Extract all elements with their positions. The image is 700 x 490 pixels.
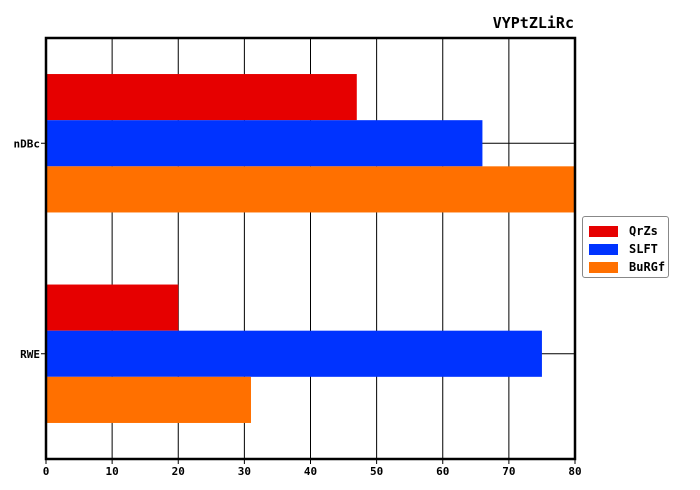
bar-RWE-BuRGf: [46, 376, 251, 423]
bar-RWE-SLFT: [46, 330, 542, 377]
x-tick-label: 40: [304, 465, 317, 478]
bar-RWE-QrZs: [46, 284, 179, 331]
legend-label: SLFT: [629, 242, 658, 256]
legend-item: QrZs: [583, 222, 668, 240]
legend-label: BuRGf: [629, 260, 666, 274]
y-tick-label: nDBc: [14, 137, 41, 150]
legend-label: QrZs: [629, 224, 658, 238]
legend-swatch: [589, 243, 618, 255]
legend-item: BuRGf: [583, 258, 668, 276]
bar-nDBc-SLFT: [46, 120, 483, 167]
x-tick-label: 80: [568, 465, 581, 478]
x-tick-label: 0: [43, 465, 50, 478]
x-tick-label: 70: [502, 465, 515, 478]
legend-swatch: [589, 261, 618, 273]
legend-swatch: [589, 225, 618, 237]
bar-nDBc-BuRGf: [46, 166, 575, 213]
bar-nDBc-QrZs: [46, 74, 357, 121]
x-tick-label: 50: [370, 465, 383, 478]
x-tick-label: 20: [172, 465, 185, 478]
legend-item: SLFT: [583, 240, 668, 258]
x-tick-label: 10: [106, 465, 119, 478]
chart-title: VYPtZLiRc: [493, 14, 574, 32]
bars: [46, 74, 575, 423]
y-tick-label: RWE: [20, 348, 40, 361]
x-tick-label: 60: [436, 465, 449, 478]
legend: QrZs SLFT BuRGf: [582, 216, 669, 278]
plot-frame: [44, 36, 577, 461]
axes: 0 10 20 30 40 50 60 70 80 nDBc RWE: [14, 36, 582, 478]
x-tick-label: 30: [238, 465, 251, 478]
